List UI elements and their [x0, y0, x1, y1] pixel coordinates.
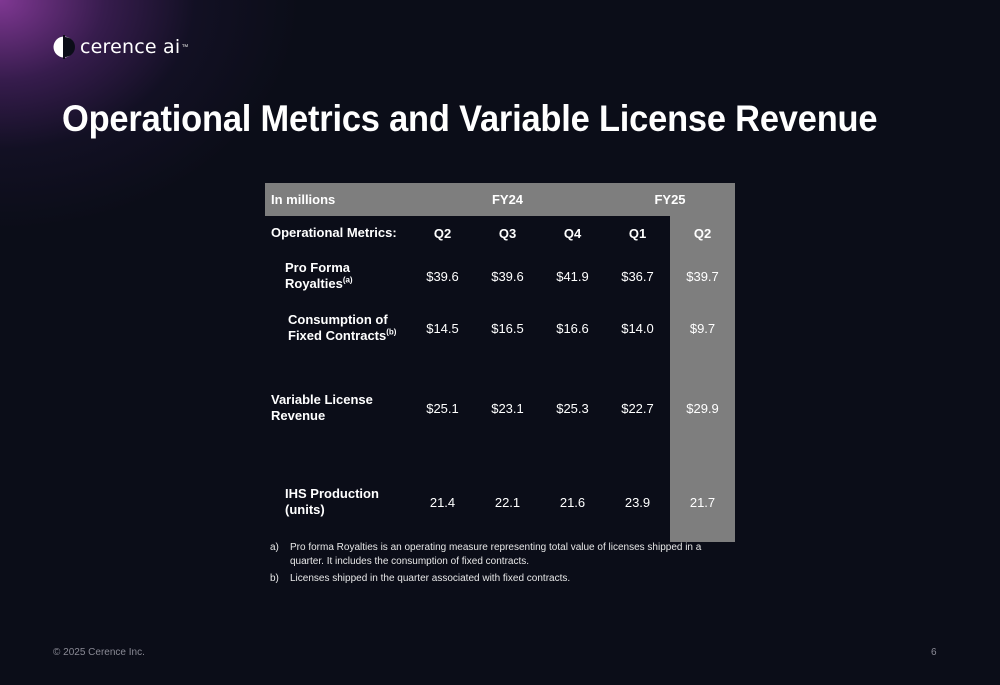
brand-name: cerence ai: [80, 36, 181, 58]
table-cell-highlighted: $29.9: [670, 354, 736, 462]
table-cell: $25.3: [556, 400, 589, 416]
table-cell: $14.5: [426, 320, 459, 336]
table-row: Pro Forma Royalties(a) $39.6 $39.6 $41.9…: [265, 250, 736, 302]
footnote-mark: b): [270, 573, 279, 584]
brand-logo: cerence ai ™: [53, 35, 188, 59]
table-cell: 21.6: [559, 494, 586, 510]
table-cell: $22.7: [621, 400, 654, 416]
table-cell: $41.9: [556, 268, 589, 284]
table-cell-highlighted: $39.7: [670, 250, 736, 302]
footnote-text: Licenses shipped in the quarter associat…: [290, 573, 571, 584]
trademark: ™: [181, 43, 189, 51]
units-label: In millions: [265, 183, 410, 216]
table-row: Variable License Revenue $25.1 $23.1 $25…: [265, 354, 736, 462]
copyright: © 2025 Cerence Inc.: [53, 647, 145, 658]
footnote-ref: (a): [342, 275, 353, 285]
table-cell: $16.6: [556, 320, 589, 336]
page-title: Operational Metrics and Variable License…: [62, 98, 878, 139]
quarter-header: Q1: [628, 225, 647, 241]
table-cell: 23.9: [624, 494, 651, 510]
table-cell: $23.1: [491, 400, 524, 416]
row-label: Pro Forma Royalties(a): [285, 260, 353, 291]
table-header-row: In millions FY24 FY25: [265, 183, 736, 216]
quarter-header: Q4: [563, 225, 582, 241]
quarter-header-highlighted: Q2: [670, 216, 736, 250]
quarter-header-row: Operational Metrics: Q2 Q3 Q4 Q1 Q2: [265, 216, 736, 250]
footnote-ref: (b): [386, 327, 397, 337]
table-row: IHS Production (units) 21.4 22.1 21.6 23…: [265, 462, 736, 542]
cerence-logo-icon: [53, 35, 75, 59]
row-label: Variable License Revenue: [271, 392, 373, 423]
table-cell: 21.4: [429, 494, 456, 510]
row-label: IHS Production (units): [285, 486, 379, 517]
table-cell-highlighted: $9.7: [670, 302, 736, 354]
footnote-a: a) Pro forma Royalties is an operating m…: [270, 541, 730, 569]
table-cell: $39.6: [426, 268, 459, 284]
table-cell: $39.6: [491, 268, 524, 284]
fy25-header: FY25: [605, 183, 736, 216]
table-cell: $25.1: [426, 400, 459, 416]
fy24-header: FY24: [475, 183, 540, 216]
table-cell: $16.5: [491, 320, 524, 336]
quarter-header: Q2: [433, 225, 452, 241]
footnote-text: Pro forma Royalties is an operating meas…: [290, 542, 702, 567]
row-label: Consumption of Fixed Contracts(b): [288, 312, 397, 343]
operational-metrics-label: Operational Metrics:: [271, 225, 397, 240]
footnotes: a) Pro forma Royalties is an operating m…: [270, 541, 730, 589]
footnote-mark: a): [270, 542, 279, 553]
quarter-header: Q3: [498, 225, 517, 241]
table-cell: $36.7: [621, 268, 654, 284]
footnote-b: b) Licenses shipped in the quarter assoc…: [270, 572, 730, 586]
table-cell-highlighted: 21.7: [670, 462, 736, 542]
table-cell: 22.1: [494, 494, 521, 510]
metrics-table: In millions FY24 FY25 Operational Metric…: [265, 183, 736, 542]
page-number: 6: [931, 647, 937, 658]
table-cell: $14.0: [621, 320, 654, 336]
table-row: Consumption of Fixed Contracts(b) $14.5 …: [265, 302, 736, 354]
